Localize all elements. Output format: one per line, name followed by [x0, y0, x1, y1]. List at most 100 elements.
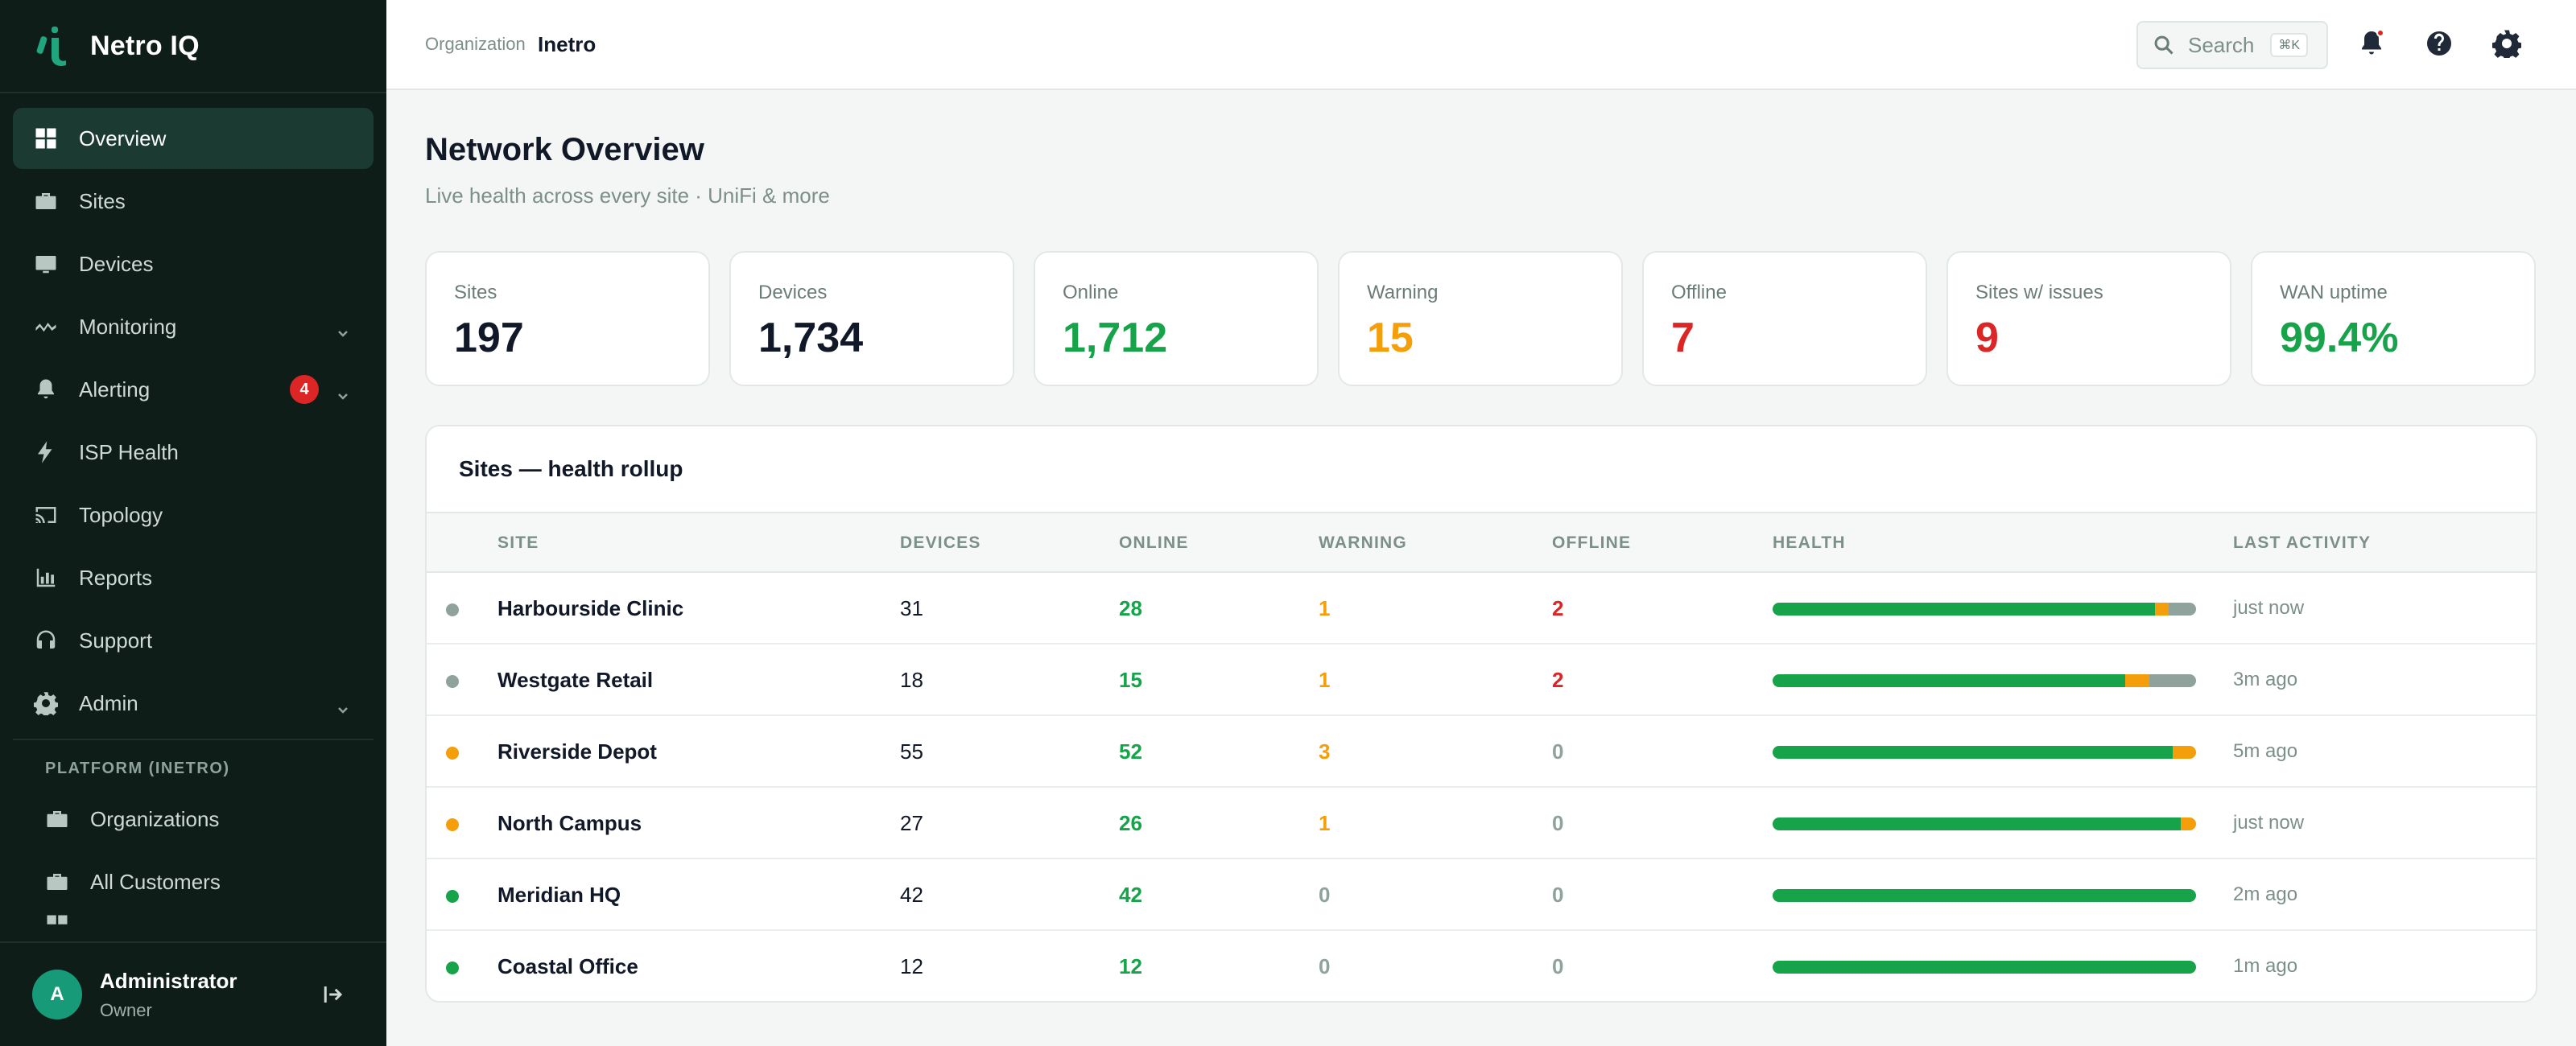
table-row[interactable]: Riverside Depot 55 52 3 0 5m ago: [427, 716, 2536, 788]
column-header-offline[interactable]: OFFLINE: [1552, 533, 1632, 552]
last-activity-cell: 2m ago: [2233, 883, 2298, 905]
site-name-cell[interactable]: Coastal Office: [497, 954, 638, 978]
sidebar-item-overview[interactable]: Overview: [13, 108, 374, 169]
stat-value: 1,712: [1063, 315, 1168, 361]
sidebar-item-label: All Customers: [90, 869, 221, 894]
help-icon[interactable]: [2425, 29, 2454, 58]
sidebar-item-isp-health[interactable]: ISP Health: [13, 422, 374, 483]
column-header-devices[interactable]: DEVICES: [900, 533, 981, 552]
health-bar-online-segment: [1773, 889, 2196, 902]
briefcase-icon: [45, 807, 69, 831]
stat-value: 197: [454, 315, 524, 361]
column-header-site[interactable]: SITE: [497, 533, 539, 552]
site-name-cell[interactable]: North Campus: [497, 811, 642, 835]
table-row[interactable]: North Campus 27 26 1 0 just now: [427, 788, 2536, 859]
table-row[interactable]: Meridian HQ 42 42 0 0 2m ago: [427, 859, 2536, 931]
notifications-icon[interactable]: [2357, 29, 2386, 58]
sidebar-item-clipped[interactable]: [13, 913, 374, 934]
monitor-icon: [34, 252, 58, 276]
netro-logo-icon: [36, 27, 66, 66]
site-name-cell[interactable]: Harbourside Clinic: [497, 596, 684, 620]
stat-card[interactable]: Sites 197: [425, 251, 710, 386]
warning-cell: 3: [1319, 739, 1331, 764]
sidebar-item-label: Topology: [79, 502, 163, 527]
sidebar-item-admin[interactable]: Admin: [13, 673, 374, 734]
site-name-cell[interactable]: Riverside Depot: [497, 739, 657, 764]
settings-gear-icon[interactable]: [2491, 29, 2522, 61]
column-header-online[interactable]: ONLINE: [1119, 533, 1189, 552]
stat-label: Devices: [758, 282, 828, 303]
sidebar: Netro IQ Overview Sites Devices Monitori…: [0, 0, 386, 1046]
table-row[interactable]: Coastal Office 12 12 0 0 1m ago: [427, 931, 2536, 1001]
sidebar-item-organizations[interactable]: Organizations: [13, 788, 374, 850]
stat-label: Online: [1063, 282, 1119, 303]
status-dot: [446, 890, 459, 903]
warning-cell: 0: [1319, 883, 1331, 907]
warning-cell: 1: [1319, 668, 1331, 692]
chevron-down-icon[interactable]: [336, 697, 349, 714]
health-bar-online-segment: [1773, 817, 2181, 830]
sidebar-item-all-customers[interactable]: All Customers: [13, 850, 374, 913]
online-cell: 52: [1119, 739, 1142, 764]
nav-divider: [13, 739, 374, 740]
avatar[interactable]: A: [32, 970, 82, 1019]
stat-card[interactable]: Sites w/ issues 9: [1946, 251, 2231, 386]
stat-card[interactable]: WAN uptime 99.4%: [2251, 251, 2536, 386]
stat-value: 99.4%: [2280, 315, 2399, 361]
chevron-down-icon[interactable]: [336, 383, 349, 400]
stat-label: WAN uptime: [2280, 282, 2388, 303]
column-header-health[interactable]: HEALTH: [1773, 533, 1846, 552]
bell-icon: [34, 377, 58, 402]
user-info: Administrator Owner: [100, 969, 237, 1021]
site-name-cell[interactable]: Meridian HQ: [497, 883, 621, 907]
table-row[interactable]: Harbourside Clinic 31 28 1 2 just now: [427, 573, 2536, 644]
health-bar-warning-segment: [2180, 817, 2196, 830]
stat-cards: Sites 197 Devices 1,734 Online 1,712 Warning 15…: [425, 251, 2537, 386]
user-role: Owner: [100, 999, 152, 1020]
search-shortcut: ⌘K: [2270, 33, 2309, 57]
grid-icon: [34, 126, 58, 150]
sidebar-item-topology[interactable]: Topology: [13, 484, 374, 546]
gear-icon: [34, 691, 58, 715]
site-name-cell[interactable]: Westgate Retail: [497, 668, 654, 692]
bar-chart-icon: [34, 566, 58, 590]
sidebar-item-alerting[interactable]: Alerting 4: [13, 359, 374, 420]
offline-cell: 0: [1552, 883, 1564, 907]
column-header-last-activity[interactable]: LAST ACTIVITY: [2233, 533, 2372, 552]
health-bar: [1773, 746, 2196, 759]
stat-card[interactable]: Devices 1,734: [729, 251, 1014, 386]
table-row[interactable]: Westgate Retail 18 15 1 2 3m ago: [427, 644, 2536, 716]
top-bar: Organization Inetro Search ⌘K: [386, 0, 2576, 90]
stat-label: Sites: [454, 282, 497, 303]
status-dot: [446, 818, 459, 831]
stat-label: Offline: [1671, 282, 1727, 303]
offline-cell: 0: [1552, 954, 1564, 978]
online-cell: 42: [1119, 883, 1142, 907]
chevron-down-icon[interactable]: [336, 320, 349, 337]
last-activity-cell: 3m ago: [2233, 669, 2298, 690]
health-bar: [1773, 674, 2196, 687]
stat-card[interactable]: Online 1,712: [1034, 251, 1319, 386]
platform-section-label: PLATFORM (INETRO): [45, 760, 230, 777]
stat-card[interactable]: Offline 7: [1642, 251, 1927, 386]
search-button[interactable]: Search ⌘K: [2136, 21, 2328, 69]
devices-cell: 55: [900, 739, 923, 764]
logout-icon[interactable]: [320, 982, 345, 1007]
page-title: Network Overview: [425, 132, 704, 167]
stat-label: Warning: [1367, 282, 1439, 303]
app-name: Netro IQ: [90, 30, 200, 61]
health-bar-online-segment: [1773, 961, 2196, 974]
sidebar-item-label: Monitoring: [79, 314, 177, 339]
sidebar-item-label: Devices: [79, 251, 154, 276]
sidebar-item-monitoring[interactable]: Monitoring: [13, 296, 374, 357]
sidebar-item-reports[interactable]: Reports: [13, 547, 374, 608]
stat-card[interactable]: Warning 15: [1338, 251, 1623, 386]
sidebar-item-support[interactable]: Support: [13, 610, 374, 671]
status-dot: [446, 603, 459, 616]
user-panel[interactable]: A Administrator Owner: [0, 941, 386, 1046]
brand[interactable]: Netro IQ: [0, 0, 386, 93]
column-header-warning[interactable]: WARNING: [1319, 533, 1407, 552]
org-switcher[interactable]: Inetro: [538, 32, 597, 56]
sidebar-item-devices[interactable]: Devices: [13, 233, 374, 294]
sidebar-item-sites[interactable]: Sites: [13, 171, 374, 232]
